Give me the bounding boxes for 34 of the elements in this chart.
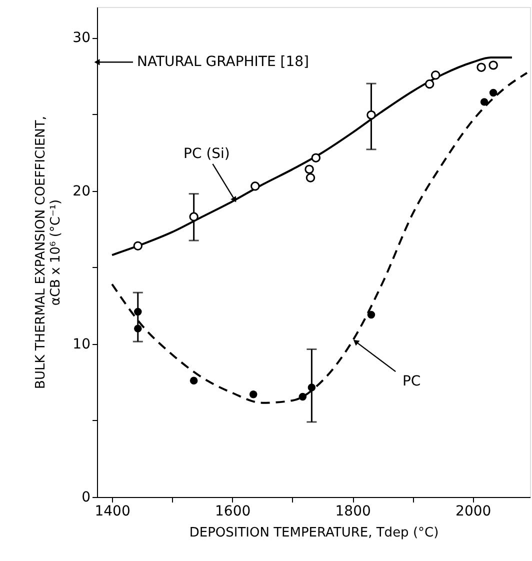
point	[133, 241, 143, 250]
point	[134, 324, 142, 332]
point	[134, 308, 142, 316]
x-tick-label: 1600	[214, 504, 251, 520]
point	[189, 212, 198, 222]
y-tick-label: 0	[82, 490, 90, 506]
point	[306, 173, 316, 182]
x-tick-label: 1400	[94, 504, 130, 520]
x-axis-title: DEPOSITION TEMPERATURE, Tdep (°C)	[189, 526, 439, 540]
point	[308, 384, 316, 392]
point	[304, 164, 314, 174]
y-tick-label: 30	[72, 30, 90, 46]
point	[424, 79, 434, 89]
point	[298, 392, 307, 401]
y-axis-title: BULK THERMAL EXPANSION COEFFICIENT, αCB x 10⁶ (°C⁻¹)	[34, 116, 64, 389]
point	[249, 390, 258, 398]
annotation: PC (Si)	[184, 146, 230, 162]
point	[367, 310, 376, 319]
point	[480, 98, 488, 106]
point	[476, 62, 486, 72]
point	[366, 110, 376, 120]
annotation: PC	[402, 374, 421, 390]
y-tick-label: 20	[72, 183, 90, 200]
point	[430, 70, 440, 80]
point	[311, 153, 321, 162]
x-tick-label: 1800	[335, 504, 371, 520]
line-series	[111, 56, 513, 256]
x-tick-label: 2000	[456, 504, 492, 520]
annotation: NATURAL GRAPHITE [18]	[137, 54, 310, 70]
point	[489, 88, 498, 97]
point	[250, 182, 260, 191]
y-tick-label: 10	[72, 336, 90, 352]
point	[190, 376, 198, 384]
point	[488, 60, 498, 70]
